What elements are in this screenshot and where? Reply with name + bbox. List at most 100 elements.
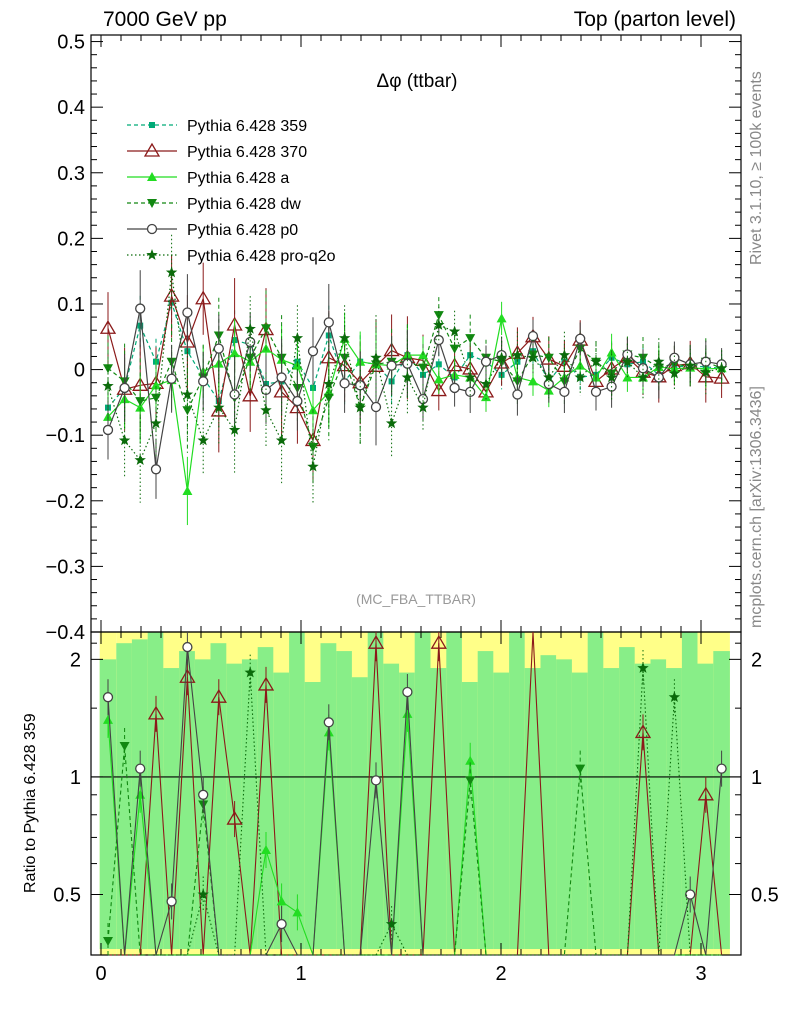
data-point bbox=[119, 382, 130, 394]
ratio-point bbox=[244, 666, 256, 678]
ratio-point bbox=[276, 918, 287, 930]
ratio-point bbox=[402, 708, 413, 718]
data-point bbox=[260, 404, 272, 416]
data-point bbox=[668, 367, 681, 379]
data-point bbox=[213, 343, 224, 354]
ratio-point bbox=[147, 705, 165, 720]
legend-marker bbox=[146, 223, 158, 235]
data-point bbox=[292, 395, 303, 407]
band-green bbox=[446, 632, 463, 949]
legend-label: Pythia 6.428 359 bbox=[187, 118, 307, 135]
band-green bbox=[619, 647, 636, 949]
data-point bbox=[244, 322, 256, 334]
analysis-annotation: (MC_FBA_TTBAR) bbox=[356, 591, 476, 607]
data-point bbox=[261, 324, 271, 334]
ratio-point bbox=[697, 786, 714, 801]
main-y-tick-label: 0.4 bbox=[57, 97, 85, 119]
data-point bbox=[213, 401, 225, 413]
header-left: 7000 GeV pp bbox=[103, 8, 227, 31]
data-point bbox=[151, 380, 161, 390]
main-y-tick-label: 0 bbox=[74, 360, 85, 382]
ratio-point bbox=[103, 937, 113, 947]
series-6 bbox=[102, 234, 728, 505]
data-point bbox=[182, 485, 193, 495]
band-green bbox=[99, 659, 117, 949]
legend-label: Pythia 6.428 p0 bbox=[187, 222, 298, 239]
data-point bbox=[276, 372, 287, 383]
ratio-point bbox=[716, 763, 727, 774]
data-point bbox=[575, 360, 586, 370]
band-green bbox=[336, 651, 353, 949]
band-green bbox=[603, 668, 620, 949]
data-point bbox=[653, 372, 664, 383]
ratio-y-tick-label-right: 1 bbox=[751, 767, 762, 789]
ratio-y-tick-label: 2 bbox=[70, 649, 81, 671]
series-4 bbox=[103, 290, 727, 485]
data-point bbox=[417, 401, 429, 413]
data-point bbox=[481, 392, 491, 402]
legend-marker bbox=[146, 249, 158, 260]
band-green bbox=[666, 668, 683, 949]
data-point bbox=[118, 434, 131, 446]
data-point bbox=[605, 371, 618, 383]
data-point bbox=[339, 378, 350, 389]
legend-marker bbox=[143, 142, 161, 157]
data-point bbox=[102, 424, 114, 436]
ratio-point bbox=[198, 789, 209, 800]
data-point bbox=[433, 374, 444, 384]
data-point bbox=[543, 371, 555, 383]
band-green bbox=[414, 632, 432, 949]
series-line bbox=[107, 300, 722, 409]
ratio-point bbox=[102, 692, 114, 703]
band-green bbox=[320, 643, 338, 949]
data-point bbox=[195, 290, 212, 305]
chart-title: Δφ (ttbar) bbox=[377, 71, 458, 92]
main-y-tick-label: 0.5 bbox=[57, 32, 85, 54]
legend: Pythia 6.428 359 Pythia 6.428 370 Pythia 6… bbox=[127, 118, 336, 265]
series-line bbox=[107, 318, 722, 492]
ratio-point bbox=[210, 688, 227, 703]
data-point bbox=[308, 442, 318, 452]
ratio-point bbox=[575, 764, 586, 774]
data-point bbox=[430, 382, 447, 397]
data-point bbox=[150, 417, 162, 429]
band-green bbox=[634, 663, 652, 949]
data-point bbox=[590, 386, 602, 398]
data-point bbox=[559, 386, 570, 398]
main-y-tick-label: 0.1 bbox=[57, 294, 85, 316]
data-point bbox=[275, 434, 288, 446]
legend-marker bbox=[147, 172, 157, 181]
data-point bbox=[338, 332, 351, 343]
data-point bbox=[386, 360, 397, 371]
data-point bbox=[291, 332, 304, 343]
ratio-point bbox=[197, 888, 209, 900]
ratio-x-tick-label: 0 bbox=[95, 963, 106, 985]
legend-label: Pythia 6.428 370 bbox=[187, 144, 307, 161]
main-y-tick-label: 0.2 bbox=[57, 228, 85, 250]
series-line bbox=[107, 308, 722, 470]
data-point bbox=[354, 401, 366, 413]
data-point bbox=[512, 389, 523, 400]
data-point bbox=[242, 387, 259, 402]
band-green bbox=[713, 651, 730, 949]
band-green bbox=[571, 672, 589, 949]
ratio-point bbox=[323, 717, 334, 728]
ratio-point bbox=[182, 641, 193, 653]
ratio-point bbox=[103, 714, 113, 724]
ratio-point bbox=[465, 755, 476, 765]
data-point bbox=[418, 363, 428, 373]
main-y-tick-label: 0.3 bbox=[57, 163, 85, 185]
data-point bbox=[197, 434, 209, 446]
ratio-x-tick-label: 2 bbox=[495, 963, 506, 985]
ratio-series-5 bbox=[108, 650, 722, 956]
band-green bbox=[524, 668, 542, 949]
data-point bbox=[480, 356, 492, 367]
main-y-tick-label: −0.4 bbox=[46, 622, 85, 644]
band-green bbox=[461, 682, 479, 949]
band-green bbox=[147, 632, 165, 949]
data-point bbox=[448, 325, 461, 337]
legend-label: Pythia 6.428 dw bbox=[187, 196, 301, 213]
data-point bbox=[543, 353, 554, 363]
data-point bbox=[355, 380, 366, 391]
